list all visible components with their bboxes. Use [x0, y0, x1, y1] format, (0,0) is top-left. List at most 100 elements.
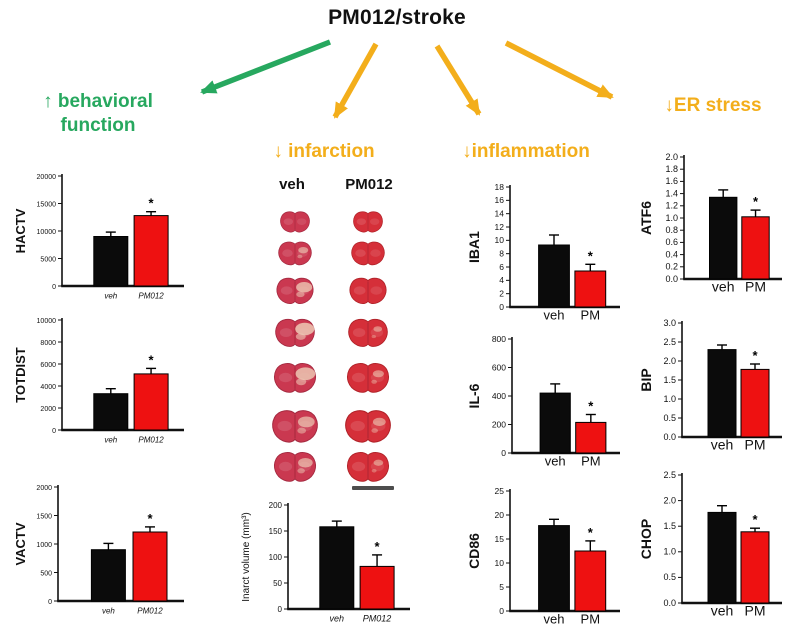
svg-text:6000: 6000: [40, 362, 56, 369]
brain-slice-veh-row5: [269, 361, 321, 395]
heading-er-stress: ↓ER stress: [664, 95, 762, 116]
arrow-behavioral: [200, 39, 332, 95]
svg-text:1.5: 1.5: [663, 521, 676, 531]
svg-text:10000: 10000: [37, 318, 57, 325]
chart-il6: 0 200 400 600 800 veh * PM IL-6: [466, 330, 626, 470]
svg-text:10000: 10000: [37, 229, 57, 236]
svg-text:*: *: [752, 348, 758, 363]
svg-text:veh: veh: [544, 612, 565, 627]
brain-slice-pm012-row5: [342, 361, 394, 395]
svg-text:veh: veh: [330, 614, 345, 624]
svg-text:PM: PM: [581, 308, 601, 323]
svg-text:veh: veh: [104, 436, 117, 445]
svg-text:IBA1: IBA1: [468, 231, 482, 263]
svg-text:veh: veh: [711, 437, 734, 453]
page-title: PM012/stroke: [328, 6, 466, 29]
svg-text:5000: 5000: [40, 256, 56, 263]
svg-text:PM012: PM012: [363, 614, 392, 624]
chart-bip: 0.0 0.5 1.0 1.5 2.0 2.5 3.0 veh * PM BIP: [638, 314, 788, 454]
svg-text:CD86: CD86: [468, 533, 482, 569]
svg-text:0.5: 0.5: [663, 572, 676, 582]
chart-infarct-volume: 0 50 100 150 200 veh * PM012 Inarct volume (mm³): [238, 496, 416, 626]
svg-text:150: 150: [269, 527, 283, 536]
svg-text:0: 0: [52, 284, 56, 291]
svg-text:25: 25: [495, 486, 505, 496]
svg-text:5: 5: [499, 582, 504, 592]
svg-text:800: 800: [492, 334, 506, 344]
svg-text:200: 200: [269, 501, 283, 510]
svg-text:4: 4: [499, 275, 504, 285]
brain-slice-veh-row3: [271, 276, 319, 306]
svg-text:0: 0: [278, 605, 283, 614]
svg-text:400: 400: [492, 391, 506, 401]
brain-column-label-pm012: PM012: [345, 176, 393, 193]
svg-text:1.2: 1.2: [665, 201, 678, 211]
svg-text:0: 0: [52, 428, 56, 435]
svg-text:0: 0: [48, 599, 52, 606]
chart-hactv: 0 5000 10000 15000 20000 veh * PM012 HACTV: [13, 167, 190, 303]
svg-text:0.2: 0.2: [665, 262, 678, 272]
svg-text:veh: veh: [104, 292, 117, 301]
svg-text:1.6: 1.6: [665, 176, 678, 186]
svg-text:1.0: 1.0: [663, 547, 676, 557]
svg-text:2.5: 2.5: [663, 337, 676, 347]
svg-text:*: *: [752, 512, 758, 527]
svg-text:14: 14: [495, 208, 505, 218]
svg-text:1000: 1000: [36, 542, 52, 549]
svg-text:PM: PM: [745, 437, 766, 453]
svg-text:200: 200: [492, 419, 506, 429]
svg-text:HACTV: HACTV: [14, 208, 28, 253]
svg-text:veh: veh: [544, 308, 565, 323]
brain-slice-veh-row1: [277, 210, 313, 234]
chart-iba1: 0 2 4 6 8 10 12 14 16 18 veh * PM IBA1: [466, 178, 626, 324]
chart-chop: 0.0 0.5 1.0 1.5 2.0 2.5 veh * PM CHOP: [638, 466, 788, 620]
svg-text:1.0: 1.0: [665, 213, 678, 223]
heading-behavioral-line1: ↑ behavioral: [43, 91, 153, 112]
svg-text:veh: veh: [102, 607, 115, 616]
heading-inflammation: ↓inflammation: [462, 141, 590, 162]
brain-slice-veh-row2: [273, 240, 317, 267]
chart-totdist: 0 2000 4000 6000 8000 10000 veh * PM012 TOTDIST: [13, 311, 190, 447]
svg-text:3.0: 3.0: [663, 318, 676, 328]
svg-text:veh: veh: [712, 279, 735, 295]
brain-sections-panel: [240, 196, 418, 488]
heading-behavioral-function: ↑ behavioral function: [8, 90, 188, 138]
svg-text:*: *: [375, 539, 381, 554]
svg-text:1500: 1500: [36, 513, 52, 520]
svg-text:2000: 2000: [40, 406, 56, 413]
svg-text:1.8: 1.8: [665, 164, 678, 174]
svg-text:PM: PM: [581, 612, 601, 627]
arrow-er-stress: [504, 40, 614, 100]
chart-cd86: 0 5 10 15 20 25 veh * PM CD86: [466, 482, 626, 628]
arrow-infarction: [332, 42, 379, 119]
svg-text:6: 6: [499, 262, 504, 272]
svg-text:PM: PM: [745, 279, 766, 295]
svg-text:*: *: [149, 196, 155, 211]
svg-text:*: *: [147, 511, 153, 526]
svg-text:PM012: PM012: [137, 607, 163, 616]
svg-text:1.5: 1.5: [663, 375, 676, 385]
svg-text:2.0: 2.0: [665, 152, 678, 162]
svg-text:0.4: 0.4: [665, 249, 678, 259]
svg-text:1.0: 1.0: [663, 394, 676, 404]
svg-text:veh: veh: [711, 603, 734, 619]
brain-slice-pm012-row2: [346, 240, 390, 267]
svg-text:0.6: 0.6: [665, 237, 678, 247]
brain-slice-pm012-row7: [340, 450, 396, 484]
svg-text:TOTDIST: TOTDIST: [14, 347, 28, 402]
svg-text:20: 20: [495, 510, 505, 520]
svg-text:BIP: BIP: [640, 368, 654, 391]
svg-text:ATF6: ATF6: [640, 201, 654, 235]
arrow-inflammation: [434, 44, 482, 116]
svg-text:*: *: [149, 352, 155, 367]
svg-text:0.0: 0.0: [663, 432, 676, 442]
svg-text:12: 12: [495, 222, 505, 232]
svg-text:600: 600: [492, 362, 506, 372]
brain-slice-pm012-row3: [344, 276, 392, 306]
svg-text:*: *: [753, 194, 759, 209]
brain-slice-veh-row6: [267, 408, 323, 445]
svg-text:VACTV: VACTV: [14, 522, 28, 565]
brain-slice-veh-row7: [267, 450, 323, 484]
svg-text:10: 10: [495, 235, 505, 245]
svg-text:20000: 20000: [37, 174, 57, 181]
